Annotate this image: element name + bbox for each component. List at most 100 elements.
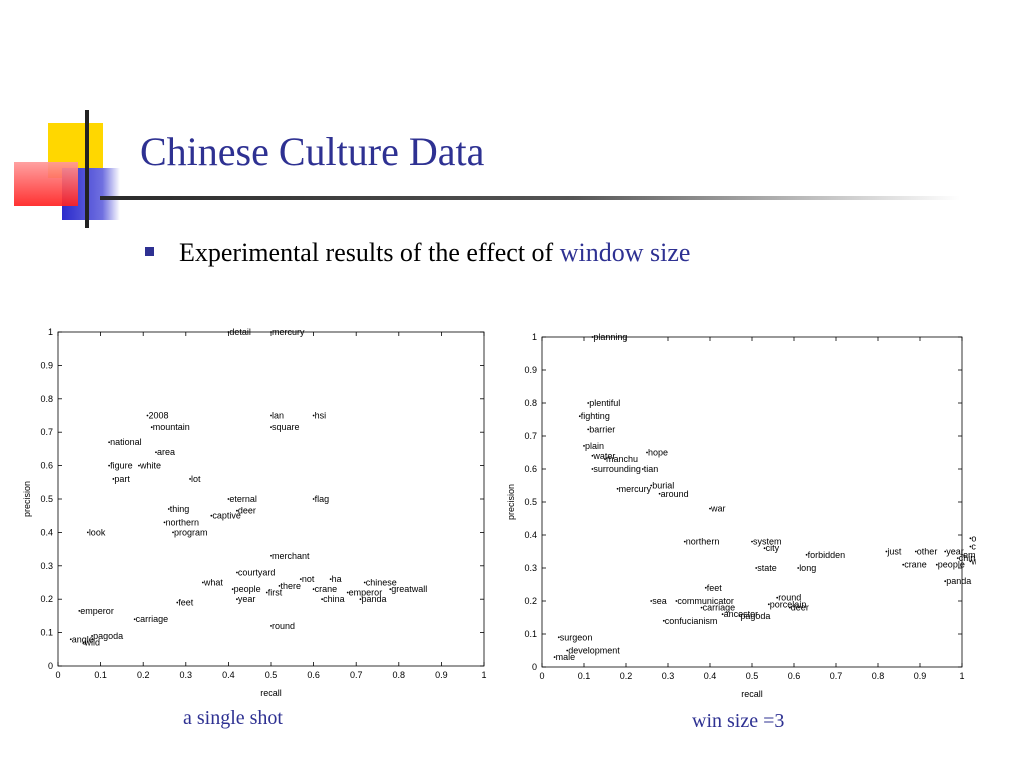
data-point-label: merchant — [272, 551, 310, 561]
data-point-label: hsi — [315, 411, 327, 421]
data-point-label: ha — [332, 574, 342, 584]
data-point — [189, 478, 191, 480]
data-point-label: not — [302, 574, 315, 584]
data-point — [738, 614, 741, 617]
data-point-label: figure — [110, 461, 133, 471]
data-point-label: plain — [585, 441, 604, 451]
data-point-label: other — [917, 547, 938, 557]
data-point-label: china — [323, 594, 345, 604]
data-point — [658, 492, 661, 495]
data-point-label: crane — [315, 584, 338, 594]
data-point — [969, 537, 972, 540]
data-point — [236, 598, 238, 601]
data-point-label: thing — [170, 504, 190, 514]
x-tick-label: 0.2 — [620, 671, 633, 681]
data-point — [150, 426, 153, 429]
y-tick-label: 0.3 — [40, 561, 53, 571]
x-tick-label: 0.6 — [307, 670, 320, 680]
data-point — [146, 414, 149, 417]
data-point-label: china — [959, 553, 976, 563]
data-point-label: carriage — [136, 614, 169, 624]
data-point-label: program — [174, 527, 208, 537]
data-point — [359, 598, 362, 601]
data-point-label: year — [238, 594, 256, 604]
data-point — [112, 478, 115, 480]
data-point-label: panda — [361, 594, 386, 604]
bullet-accent-text: window size — [559, 238, 691, 267]
slide-title: Chinese Culture Data — [140, 129, 485, 174]
y-tick-label: 0.2 — [524, 596, 537, 606]
data-point-label: emperor — [80, 606, 114, 616]
chart-caption-single-shot: a single shot — [183, 707, 283, 729]
data-point — [557, 636, 560, 639]
data-point-label: captive — [212, 511, 241, 521]
data-point — [236, 571, 238, 574]
data-point — [675, 600, 678, 602]
data-point — [321, 598, 324, 601]
data-point — [138, 464, 140, 467]
data-point — [578, 415, 581, 418]
y-tick-label: 0.3 — [524, 563, 537, 573]
data-point — [944, 550, 947, 553]
data-point-label: look — [89, 527, 106, 537]
data-point-label: wild — [84, 638, 101, 648]
data-point-label: people — [234, 584, 261, 594]
data-point — [201, 581, 204, 584]
data-point-label: city — [766, 543, 780, 553]
data-point-label: northern — [166, 517, 200, 527]
data-point-label: crane — [904, 560, 927, 570]
data-point — [553, 656, 556, 658]
data-point-label: surgeon — [560, 632, 593, 642]
data-point-label: manchu — [606, 454, 638, 464]
data-point — [78, 609, 81, 612]
data-point-label: year — [946, 547, 964, 557]
data-point — [935, 563, 938, 566]
y-tick-label: 0.8 — [40, 394, 53, 404]
data-point — [956, 557, 959, 559]
data-point — [755, 567, 758, 569]
data-point-label: water — [592, 451, 615, 461]
data-point — [969, 560, 972, 563]
y-tick-label: 0.6 — [40, 461, 53, 471]
data-point — [108, 441, 111, 444]
deco-red-square — [14, 162, 78, 206]
data-point — [312, 498, 315, 500]
data-point — [721, 613, 724, 616]
data-point — [270, 331, 272, 333]
data-point-label: northern — [686, 537, 720, 547]
data-point-label: courtyard — [238, 567, 276, 577]
data-point — [616, 487, 619, 490]
x-tick-label: 0.9 — [914, 671, 927, 681]
x-tick-label: 0.5 — [746, 671, 759, 681]
data-point — [172, 531, 174, 534]
x-tick-label: 0.3 — [662, 671, 675, 681]
data-point-label: porcelain — [770, 599, 807, 609]
data-point — [155, 451, 157, 454]
data-point-label: deer — [791, 603, 809, 613]
x-tick-label: 0.8 — [393, 670, 406, 680]
data-point — [389, 588, 392, 591]
data-point — [133, 618, 136, 621]
data-point-label: lan — [272, 411, 284, 421]
data-point-label: mercury — [272, 327, 305, 337]
data-point-label: panda — [946, 576, 971, 586]
y-tick-label: 0.9 — [524, 365, 537, 375]
data-point — [270, 554, 272, 557]
data-point — [312, 588, 315, 591]
bullet-square-icon — [145, 247, 154, 256]
x-tick-label: 0.3 — [180, 670, 193, 680]
data-point — [641, 468, 644, 470]
data-point — [751, 540, 753, 543]
y-tick-label: 1 — [48, 327, 53, 337]
x-tick-label: 0.4 — [222, 670, 235, 680]
scatter-chart-win-size-3: 0 0.1 0.2 0.3 0.4 0.5 0.6 0.7 0.8 0.9 1 0 0.1 0.2 0.3 0… — [506, 332, 976, 699]
data-point-label: system — [753, 537, 782, 547]
data-point-label: planning — [593, 332, 627, 342]
data-point-label: long — [799, 563, 816, 573]
data-point-label: male — [556, 652, 576, 662]
data-point-label: plentiful — [589, 398, 620, 408]
data-point-label: pagoda — [93, 631, 123, 641]
plot-frame — [57, 331, 485, 667]
data-point — [591, 454, 594, 457]
data-point-label: flag — [315, 494, 330, 504]
